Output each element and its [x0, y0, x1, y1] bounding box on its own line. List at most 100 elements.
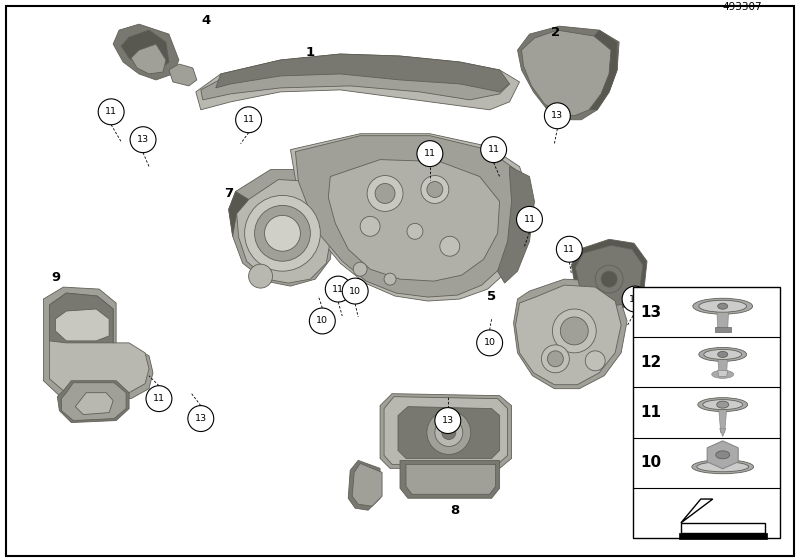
Polygon shape: [681, 523, 765, 533]
Circle shape: [130, 127, 156, 153]
Polygon shape: [43, 287, 153, 399]
Circle shape: [427, 410, 470, 454]
Text: 13: 13: [137, 135, 149, 144]
Polygon shape: [384, 396, 507, 464]
Ellipse shape: [698, 398, 748, 412]
Polygon shape: [169, 64, 197, 86]
Circle shape: [265, 216, 300, 251]
Circle shape: [407, 223, 423, 239]
Text: 13: 13: [629, 295, 641, 304]
Text: 10: 10: [484, 338, 496, 347]
Text: 11: 11: [523, 215, 535, 224]
Circle shape: [435, 408, 461, 433]
Text: 7: 7: [224, 187, 234, 200]
Ellipse shape: [699, 300, 746, 312]
Polygon shape: [720, 428, 726, 436]
Text: 10: 10: [349, 287, 361, 296]
Polygon shape: [498, 166, 534, 283]
Polygon shape: [216, 54, 510, 92]
Circle shape: [98, 99, 124, 125]
Circle shape: [622, 286, 648, 312]
Text: 8: 8: [450, 503, 459, 517]
Polygon shape: [380, 394, 511, 468]
Circle shape: [545, 103, 570, 129]
Polygon shape: [348, 460, 380, 510]
Polygon shape: [514, 279, 627, 389]
Ellipse shape: [718, 303, 728, 309]
Polygon shape: [518, 26, 619, 120]
Polygon shape: [113, 24, 179, 80]
Polygon shape: [398, 407, 500, 459]
Polygon shape: [290, 134, 530, 301]
Circle shape: [188, 405, 214, 432]
Circle shape: [442, 426, 456, 440]
Polygon shape: [571, 239, 647, 311]
Polygon shape: [229, 170, 335, 286]
Polygon shape: [50, 293, 149, 393]
Text: 11: 11: [153, 394, 165, 403]
Text: 11: 11: [488, 145, 500, 154]
Text: 11: 11: [242, 115, 254, 124]
Polygon shape: [718, 370, 728, 376]
Polygon shape: [352, 463, 382, 506]
Ellipse shape: [699, 347, 746, 361]
Polygon shape: [681, 499, 713, 523]
Circle shape: [421, 175, 449, 203]
Circle shape: [236, 107, 262, 133]
Bar: [633, 287, 781, 538]
Circle shape: [367, 175, 403, 211]
Text: 11: 11: [105, 108, 117, 116]
Ellipse shape: [718, 352, 728, 357]
Text: 9: 9: [52, 270, 61, 283]
Text: 10: 10: [316, 316, 328, 325]
Text: 5: 5: [487, 290, 496, 302]
Circle shape: [586, 351, 605, 371]
Circle shape: [477, 330, 502, 356]
Polygon shape: [328, 160, 500, 281]
Polygon shape: [196, 54, 519, 110]
Text: 10: 10: [641, 455, 662, 470]
Polygon shape: [50, 293, 113, 343]
Text: 6: 6: [633, 382, 642, 395]
Circle shape: [360, 216, 380, 236]
Circle shape: [384, 273, 396, 285]
Text: 13: 13: [641, 305, 662, 320]
Text: 12: 12: [640, 355, 662, 370]
Text: 11: 11: [332, 284, 344, 293]
Polygon shape: [718, 409, 726, 432]
Polygon shape: [237, 180, 332, 283]
Circle shape: [254, 206, 310, 261]
Circle shape: [342, 278, 368, 304]
Circle shape: [481, 137, 506, 162]
Polygon shape: [295, 136, 523, 297]
Circle shape: [440, 236, 460, 256]
Circle shape: [435, 418, 462, 446]
Circle shape: [353, 262, 367, 276]
Circle shape: [427, 181, 443, 198]
Polygon shape: [75, 393, 113, 414]
Text: 4: 4: [201, 13, 210, 27]
Ellipse shape: [693, 298, 753, 314]
Text: 11: 11: [563, 245, 575, 254]
Polygon shape: [714, 327, 730, 332]
Polygon shape: [201, 56, 510, 100]
Ellipse shape: [702, 400, 742, 409]
Circle shape: [552, 309, 596, 353]
Polygon shape: [522, 30, 611, 116]
Polygon shape: [400, 460, 500, 498]
Circle shape: [417, 141, 443, 166]
Circle shape: [601, 271, 617, 287]
Text: 13: 13: [551, 111, 563, 120]
Polygon shape: [707, 441, 738, 469]
Circle shape: [249, 264, 273, 288]
Circle shape: [375, 184, 395, 203]
Polygon shape: [58, 381, 129, 423]
Circle shape: [310, 308, 335, 334]
Text: 13: 13: [442, 416, 454, 425]
Polygon shape: [575, 245, 643, 307]
Polygon shape: [62, 382, 126, 421]
Ellipse shape: [704, 349, 742, 360]
Circle shape: [560, 317, 588, 345]
Polygon shape: [717, 306, 729, 330]
Polygon shape: [229, 192, 249, 236]
